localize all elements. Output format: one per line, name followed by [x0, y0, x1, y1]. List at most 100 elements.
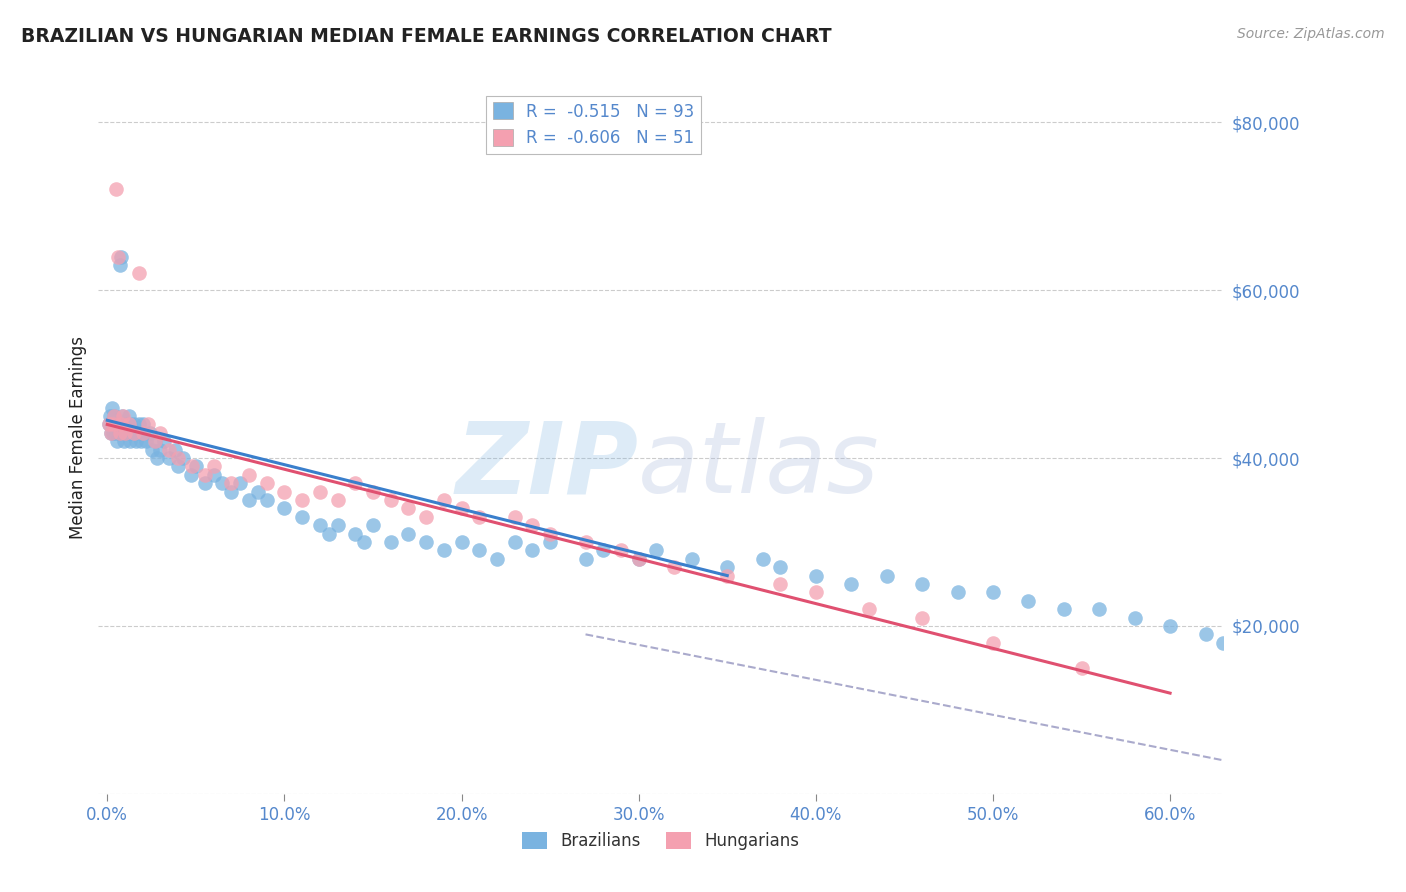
Point	[858, 602, 880, 616]
Point	[121, 425, 143, 440]
Point	[112, 434, 135, 449]
Point	[911, 610, 934, 624]
Point	[128, 417, 150, 432]
Point	[112, 425, 135, 440]
Point	[503, 535, 526, 549]
Point	[114, 425, 136, 440]
Point	[353, 535, 375, 549]
Point	[219, 476, 242, 491]
Point	[804, 568, 827, 582]
Point	[308, 484, 330, 499]
Point	[194, 467, 217, 482]
Point	[574, 551, 596, 566]
Point	[114, 417, 136, 432]
Point	[485, 551, 508, 566]
Point	[769, 577, 792, 591]
Point	[202, 467, 225, 482]
Point	[344, 526, 367, 541]
Point	[291, 493, 314, 508]
Point	[1123, 610, 1146, 624]
Point	[769, 560, 792, 574]
Point	[110, 417, 132, 432]
Point	[450, 501, 472, 516]
Point	[468, 509, 491, 524]
Point	[129, 434, 152, 449]
Point	[1053, 602, 1076, 616]
Legend: Brazilians, Hungarians: Brazilians, Hungarians	[516, 825, 806, 857]
Point	[468, 543, 491, 558]
Point	[1194, 627, 1216, 641]
Point	[110, 250, 132, 264]
Point	[396, 501, 419, 516]
Point	[104, 417, 127, 432]
Point	[108, 258, 131, 272]
Point	[574, 535, 596, 549]
Point	[114, 425, 136, 440]
Point	[291, 509, 314, 524]
Point	[105, 182, 128, 196]
Point	[273, 501, 295, 516]
Point	[163, 442, 186, 457]
Point	[153, 434, 176, 449]
Point	[211, 476, 233, 491]
Point	[522, 518, 544, 533]
Point	[202, 459, 225, 474]
Point	[124, 434, 146, 449]
Point	[396, 526, 419, 541]
Point	[107, 425, 129, 440]
Point	[101, 417, 124, 432]
Point	[219, 484, 242, 499]
Point	[450, 535, 472, 549]
Point	[157, 442, 180, 457]
Point	[662, 560, 685, 574]
Point	[172, 451, 194, 466]
Point	[229, 476, 252, 491]
Point	[981, 585, 1004, 599]
Point	[181, 459, 204, 474]
Point	[143, 434, 166, 449]
Point	[194, 476, 217, 491]
Point	[1212, 636, 1234, 650]
Point	[415, 535, 437, 549]
Point	[105, 425, 128, 440]
Point	[136, 417, 159, 432]
Point	[141, 442, 163, 457]
Point	[645, 543, 668, 558]
Point	[751, 551, 773, 566]
Point	[100, 401, 122, 415]
Point	[538, 526, 561, 541]
Point	[344, 476, 367, 491]
Point	[981, 636, 1004, 650]
Point	[1088, 602, 1111, 616]
Point	[246, 484, 269, 499]
Point	[610, 543, 633, 558]
Point	[127, 425, 149, 440]
Text: BRAZILIAN VS HUNGARIAN MEDIAN FEMALE EARNINGS CORRELATION CHART: BRAZILIAN VS HUNGARIAN MEDIAN FEMALE EAR…	[21, 27, 832, 45]
Point	[326, 518, 349, 533]
Point	[149, 442, 172, 457]
Point	[1017, 594, 1039, 608]
Point	[101, 417, 124, 432]
Point	[184, 459, 207, 474]
Point	[108, 425, 131, 440]
Point	[361, 484, 384, 499]
Point	[103, 409, 125, 423]
Point	[100, 425, 122, 440]
Point	[167, 459, 190, 474]
Point	[318, 526, 340, 541]
Point	[522, 543, 544, 558]
Point	[238, 493, 260, 508]
Point	[146, 451, 169, 466]
Point	[1159, 619, 1181, 633]
Point	[149, 425, 172, 440]
Point	[433, 543, 456, 558]
Point	[115, 417, 138, 432]
Point	[98, 417, 121, 432]
Point	[503, 509, 526, 524]
Point	[415, 509, 437, 524]
Point	[111, 409, 134, 423]
Point	[308, 518, 330, 533]
Text: Source: ZipAtlas.com: Source: ZipAtlas.com	[1237, 27, 1385, 41]
Point	[98, 409, 121, 423]
Point	[131, 425, 153, 440]
